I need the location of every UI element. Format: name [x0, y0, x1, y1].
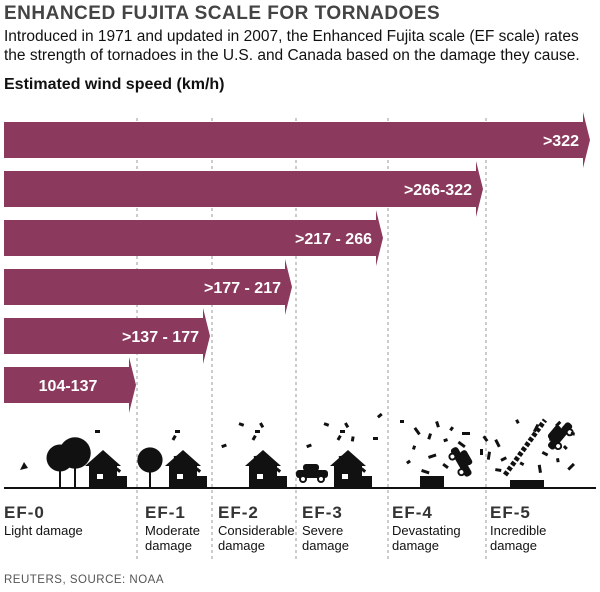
tower-icon [502, 418, 548, 477]
category-name: EF-0 [4, 503, 45, 522]
category-description: Severe damage [302, 523, 349, 553]
car-icon [547, 422, 574, 451]
debris-icon [421, 468, 430, 475]
category-name: EF-3 [302, 503, 343, 522]
bar-value-label: >217 - 266 [295, 231, 372, 248]
bar-shape [4, 210, 383, 266]
bar-shape [4, 308, 210, 364]
category-description: Light damage [4, 523, 83, 538]
debris-icon [412, 445, 417, 450]
category-description: Incredible damage [490, 523, 547, 553]
debris-icon [556, 458, 560, 463]
bar-value-label: >177 - 217 [204, 280, 281, 297]
debris-icon [435, 420, 440, 428]
debris-icon [567, 462, 575, 471]
tree-icon [137, 447, 163, 488]
category-label-ef-4: EF-4 Devastating damage [392, 503, 472, 553]
category-name: EF-4 [392, 503, 433, 522]
debris-icon [570, 432, 575, 436]
debris-icon [442, 462, 449, 469]
debris-icon [428, 453, 437, 459]
debris-icon [495, 468, 502, 473]
bar-value-label: >137 - 177 [122, 329, 199, 346]
category-name: EF-5 [490, 503, 531, 522]
debris-icon [486, 451, 492, 460]
category-label-ef-3: EF-3 Severe damage [302, 503, 382, 553]
debris-icon [519, 461, 525, 466]
debris-icon [462, 432, 470, 435]
house-icon [85, 430, 127, 488]
bar-value-label: >266-322 [404, 182, 472, 199]
bar-ef-4: >266-322 [4, 161, 483, 217]
debris-icon [549, 437, 556, 441]
debris-icon [443, 438, 448, 443]
category-name: EF-1 [145, 503, 186, 522]
bar-shape [4, 357, 136, 413]
debris-icon [515, 419, 520, 424]
bar-ef-0: 104-137 [4, 357, 136, 413]
bar-ef-3: >217 - 266 [4, 210, 383, 266]
debris-icon [562, 444, 568, 450]
axis-label: Estimated wind speed (km/h) [4, 76, 225, 93]
bar-ef-1: >137 - 177 [4, 308, 210, 364]
bar-value-label: 104-137 [39, 378, 98, 395]
debris-icon [449, 426, 454, 432]
ruined-house-icon [420, 476, 444, 488]
car-icon [448, 447, 473, 477]
category-description: Considerable damage [218, 523, 295, 553]
debris-icon [457, 440, 466, 448]
debris-icon [406, 459, 411, 465]
category-label-ef-5: EF-5 Incredible damage [490, 503, 570, 553]
source-note: REUTERS, SOURCE: NOAA [4, 574, 165, 586]
bar-value-label: >322 [543, 133, 579, 150]
chart-subtitle: Introduced in 1971 and updated in 2007, … [4, 28, 580, 64]
house-icon [165, 430, 207, 488]
ruined-house-icon [510, 480, 544, 488]
chart-title: ENHANCED FUJITA SCALE FOR TORNADOES [4, 3, 441, 24]
bar-shape [4, 161, 483, 217]
tree-icon [59, 437, 91, 488]
house-icon [221, 422, 287, 488]
category-label-ef-0: EF-0 Light damage [4, 503, 124, 538]
debris-icon [541, 451, 549, 457]
category-description: Devastating damage [392, 523, 461, 553]
bar-ef-2: >177 - 217 [4, 259, 292, 315]
debris-icon [494, 439, 501, 448]
category-description: Moderate damage [145, 523, 200, 553]
bar-shape [4, 259, 292, 315]
debris-icon [554, 420, 562, 428]
category-name: EF-2 [218, 503, 259, 522]
car-icon [296, 464, 328, 483]
debris-icon [427, 433, 433, 440]
debris-icon [480, 449, 483, 455]
debris-icon [500, 456, 507, 462]
category-label-ef-2: EF-2 Considerable damage [218, 503, 298, 553]
debris-icon [482, 435, 489, 443]
bar-ef-5: >322 [4, 112, 590, 168]
debris-icon [400, 420, 404, 423]
kite-icon [20, 462, 28, 470]
category-label-ef-1: EF-1 Moderate damage [145, 503, 225, 553]
bar-shape [4, 112, 590, 168]
debris-icon [537, 464, 542, 473]
house-icon [306, 412, 383, 488]
debris-icon [413, 427, 421, 436]
